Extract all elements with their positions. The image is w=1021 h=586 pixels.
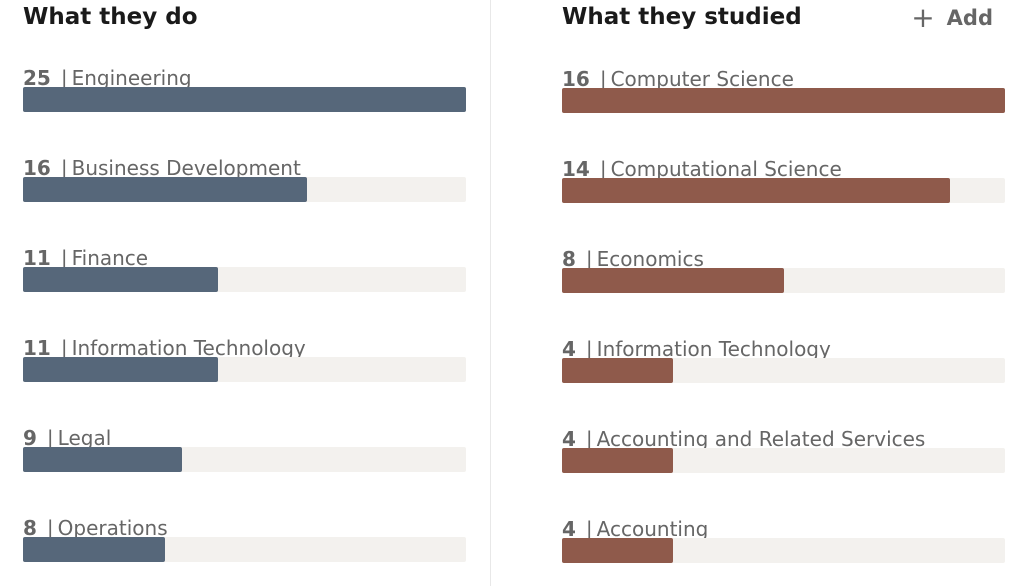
row-label: 11 | Finance <box>23 246 148 270</box>
row-label: 4 | Information Technology <box>562 337 831 361</box>
row-name: Operations <box>57 516 168 540</box>
row-name: Computer Science <box>610 67 794 91</box>
separator: | <box>60 66 68 90</box>
bar-row[interactable]: 8 | Operations <box>23 516 466 576</box>
bar-track <box>562 178 1005 203</box>
bar-row[interactable]: 11 | Finance <box>23 246 466 306</box>
separator: | <box>46 516 54 540</box>
row-name: Accounting <box>596 517 709 541</box>
bar-row[interactable]: 25 | Engineering <box>23 66 466 126</box>
bar-row[interactable]: 11 | Information Technology <box>23 336 466 396</box>
separator: | <box>599 67 607 91</box>
row-name: Computational Science <box>610 157 842 181</box>
row-count: 4 <box>562 517 576 541</box>
row-label: 4 | Accounting and Related Services <box>562 427 925 451</box>
bar-row[interactable]: 14 | Computational Science <box>562 157 1005 217</box>
bar-track <box>562 448 1005 473</box>
row-name: Information Technology <box>596 337 831 361</box>
bar-row[interactable]: 16 | Computer Science <box>562 67 1005 127</box>
separator: | <box>585 427 593 451</box>
bar-fill <box>562 88 1005 113</box>
bar-fill <box>562 538 673 563</box>
bar-fill <box>23 447 183 472</box>
bar-track <box>562 88 1005 113</box>
bar-row[interactable]: 4 | Accounting <box>562 517 1005 577</box>
row-count: 8 <box>23 516 37 540</box>
row-label: 16 | Computer Science <box>562 67 794 91</box>
separator: | <box>60 156 68 180</box>
separator: | <box>60 246 68 270</box>
bar-track <box>562 538 1005 563</box>
bar-row[interactable]: 16 | Business Development <box>23 156 466 216</box>
plus-icon: + <box>911 1 935 34</box>
add-button[interactable]: + Add <box>911 1 993 34</box>
bar-track <box>23 357 466 382</box>
separator: | <box>585 337 593 361</box>
row-count: 8 <box>562 247 576 271</box>
row-count: 11 <box>23 246 51 270</box>
row-label: 9 | Legal <box>23 426 111 450</box>
row-name: Legal <box>57 426 112 450</box>
column-divider <box>490 0 491 586</box>
row-label: 4 | Accounting <box>562 517 708 541</box>
bar-fill <box>562 178 950 203</box>
row-label: 14 | Computational Science <box>562 157 842 181</box>
bar-track <box>23 537 466 562</box>
bar-row[interactable]: 9 | Legal <box>23 426 466 486</box>
section-title: What they studied <box>562 4 802 30</box>
bar-fill <box>23 357 218 382</box>
bar-fill <box>23 537 165 562</box>
separator: | <box>585 517 593 541</box>
row-count: 9 <box>23 426 37 450</box>
bar-track <box>23 177 466 202</box>
bar-fill <box>23 177 307 202</box>
section-title: What they do <box>23 4 198 30</box>
bar-fill <box>562 448 673 473</box>
row-label: 11 | Information Technology <box>23 336 306 360</box>
row-count: 4 <box>562 427 576 451</box>
row-label: 8 | Operations <box>23 516 168 540</box>
bar-track <box>23 447 466 472</box>
row-count: 16 <box>562 67 590 91</box>
bar-row[interactable]: 8 | Economics <box>562 247 1005 307</box>
bar-row[interactable]: 4 | Accounting and Related Services <box>562 427 1005 487</box>
separator: | <box>46 426 54 450</box>
row-count: 14 <box>562 157 590 181</box>
row-name: Information Technology <box>71 336 306 360</box>
row-count: 11 <box>23 336 51 360</box>
row-label: 8 | Economics <box>562 247 704 271</box>
row-name: Engineering <box>71 66 192 90</box>
bar-fill <box>23 87 466 112</box>
bar-track <box>23 87 466 112</box>
bar-track <box>562 268 1005 293</box>
bar-row[interactable]: 4 | Information Technology <box>562 337 1005 397</box>
bar-fill <box>562 358 673 383</box>
row-name: Business Development <box>71 156 301 180</box>
row-name: Economics <box>596 247 704 271</box>
row-name: Accounting and Related Services <box>596 427 926 451</box>
row-count: 16 <box>23 156 51 180</box>
bar-track <box>562 358 1005 383</box>
bar-fill <box>562 268 784 293</box>
separator: | <box>60 336 68 360</box>
bar-fill <box>23 267 218 292</box>
row-name: Finance <box>71 246 149 270</box>
separator: | <box>599 157 607 181</box>
row-label: 16 | Business Development <box>23 156 301 180</box>
add-label: Add <box>946 6 993 30</box>
row-count: 25 <box>23 66 51 90</box>
bar-track <box>23 267 466 292</box>
separator: | <box>585 247 593 271</box>
row-count: 4 <box>562 337 576 361</box>
row-label: 25 | Engineering <box>23 66 192 90</box>
